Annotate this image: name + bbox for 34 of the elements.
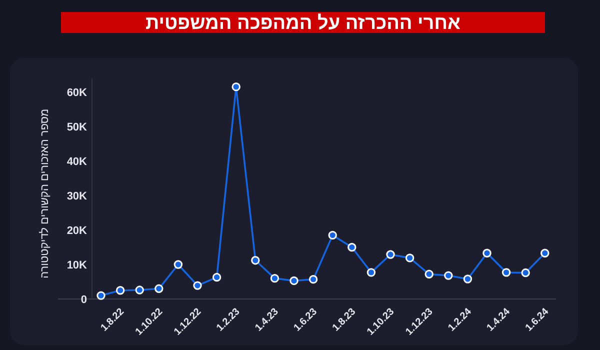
y-tick-label: 0 <box>80 294 87 306</box>
y-tick-label: 50K <box>66 122 88 134</box>
point <box>366 268 376 277</box>
point <box>405 254 414 262</box>
point <box>540 248 550 258</box>
point <box>502 268 511 277</box>
point <box>174 260 183 269</box>
point <box>444 271 453 280</box>
point <box>482 248 492 258</box>
point <box>386 250 395 259</box>
point <box>96 291 106 300</box>
y-tick-label: 40K <box>66 156 88 168</box>
point <box>521 268 530 278</box>
point <box>270 274 280 283</box>
point <box>135 286 144 294</box>
point <box>116 286 125 295</box>
y-tick-label: 20K <box>66 225 88 237</box>
point <box>308 274 318 284</box>
point <box>154 284 164 293</box>
point <box>193 281 202 290</box>
point <box>251 256 260 265</box>
chart-title: אחרי ההכרזה על המהפכה המשפטית <box>146 13 461 34</box>
point <box>232 82 240 92</box>
point <box>212 272 222 282</box>
y-tick-label: 30K <box>66 190 88 202</box>
point <box>328 230 337 240</box>
point <box>424 270 434 279</box>
point <box>290 276 298 286</box>
y-axis-title: מספר האזכורים הקשורים לדיקטטורה <box>39 108 51 278</box>
y-tick-label: 60K <box>66 87 88 99</box>
point <box>463 274 472 284</box>
y-tick-label: 10K <box>66 260 88 272</box>
point <box>348 242 356 252</box>
title-banner: אחרי ההכרזה על המהפכה המשפטית <box>61 12 545 34</box>
